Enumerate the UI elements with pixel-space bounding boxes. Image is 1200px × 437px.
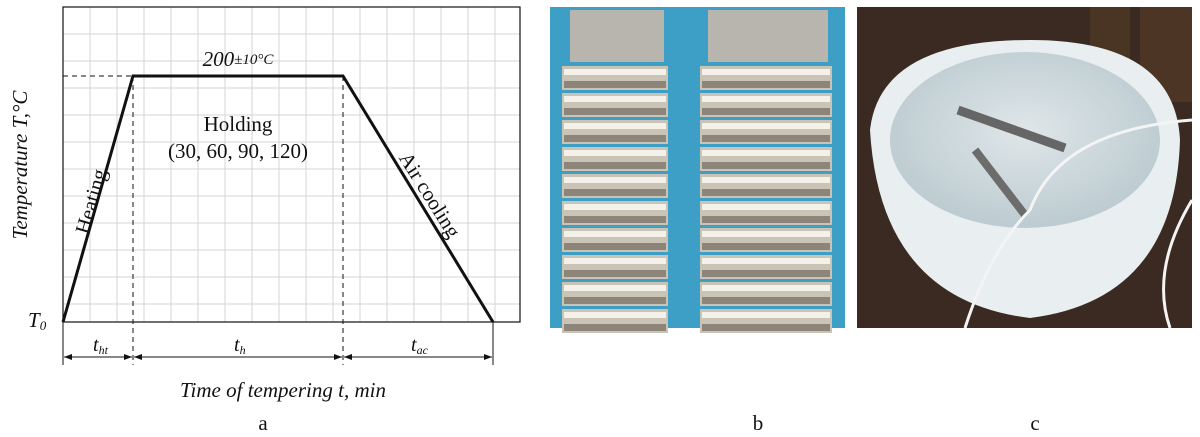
foil-shine: [564, 150, 666, 156]
foil-shine: [702, 69, 830, 75]
peak-temperature: 200±10°C: [203, 47, 275, 71]
foil-shine: [564, 96, 666, 102]
foil-shine: [564, 123, 666, 129]
tolerance: ±10°C: [234, 52, 274, 68]
foil-shine: [564, 285, 666, 291]
heating-label: Heating: [70, 166, 112, 237]
symbol: t: [234, 334, 240, 356]
foil-shadow: [702, 216, 830, 223]
foil-shadow: [702, 81, 830, 88]
subscript: ht: [99, 343, 109, 357]
t-ac-label: tac: [411, 334, 429, 357]
grid: [63, 7, 520, 322]
foil-shadow: [702, 297, 830, 304]
panel-a: 200±10°C Holding (30, 60, 90, 120) Heati…: [8, 6, 521, 402]
foil-shine: [564, 204, 666, 210]
foil-shadow: [564, 216, 666, 223]
foil-shine: [702, 204, 830, 210]
holding-times: (30, 60, 90, 120): [168, 139, 308, 163]
foil-shadow: [702, 324, 830, 331]
foil-shadow: [564, 189, 666, 196]
peak-value: 200: [203, 47, 235, 71]
panel-label: c: [1030, 411, 1039, 435]
foil-shadow: [564, 108, 666, 115]
t-h-label: th: [234, 334, 246, 357]
plot-frame: [62, 6, 521, 323]
panel-label: b: [753, 411, 764, 435]
foil-shadow: [564, 243, 666, 250]
water: [890, 52, 1160, 228]
foil-top: [570, 10, 664, 62]
foil-shine: [702, 96, 830, 102]
symbol: T: [28, 308, 41, 332]
x-axis-label: Time of tempering t, min: [180, 378, 386, 402]
photo-b: [550, 7, 845, 333]
foil-top: [708, 10, 828, 62]
foil-shadow: [702, 189, 830, 196]
panel-label: a: [258, 411, 268, 435]
foil-shine: [702, 177, 830, 183]
air-cooling-label: Air cooling: [394, 148, 466, 243]
foil-shine: [564, 312, 666, 318]
foil-shadow: [702, 270, 830, 277]
foil-shadow: [564, 324, 666, 331]
subscript: 0: [40, 318, 47, 333]
t0-label: T0: [28, 308, 47, 333]
foil-shine: [702, 231, 830, 237]
subscript: ac: [417, 343, 429, 357]
subscript: h: [240, 343, 246, 357]
symbol: t: [411, 334, 417, 356]
foil-shine: [702, 285, 830, 291]
y-axis-label: Temperature T,°C: [8, 90, 32, 240]
foil-shine: [564, 258, 666, 264]
foil-shadow: [702, 162, 830, 169]
foil-strips: [562, 10, 832, 333]
symbol: t: [93, 334, 99, 356]
tempering-curve: [61, 74, 495, 323]
foil-shadow: [702, 108, 830, 115]
foil-shadow: [564, 135, 666, 142]
specimen: [956, 105, 1067, 153]
foil-shine: [702, 258, 830, 264]
foil-shine: [702, 123, 830, 129]
wire: [1162, 199, 1194, 329]
photo-c: [857, 7, 1194, 329]
foil-shine: [564, 231, 666, 237]
foil-shadow: [564, 297, 666, 304]
foil-shadow: [702, 243, 830, 250]
foil-shine: [702, 150, 830, 156]
foil-shadow: [702, 135, 830, 142]
t-ht-label: tht: [93, 334, 109, 357]
foil-shine: [702, 312, 830, 318]
wire: [963, 118, 1193, 329]
foil-shadow: [564, 162, 666, 169]
foil-shine: [564, 69, 666, 75]
foil-shadow: [564, 270, 666, 277]
foil-shadow: [564, 81, 666, 88]
holding-label: Holding: [204, 112, 273, 136]
specimen: [971, 147, 1029, 218]
foil-shine: [564, 177, 666, 183]
